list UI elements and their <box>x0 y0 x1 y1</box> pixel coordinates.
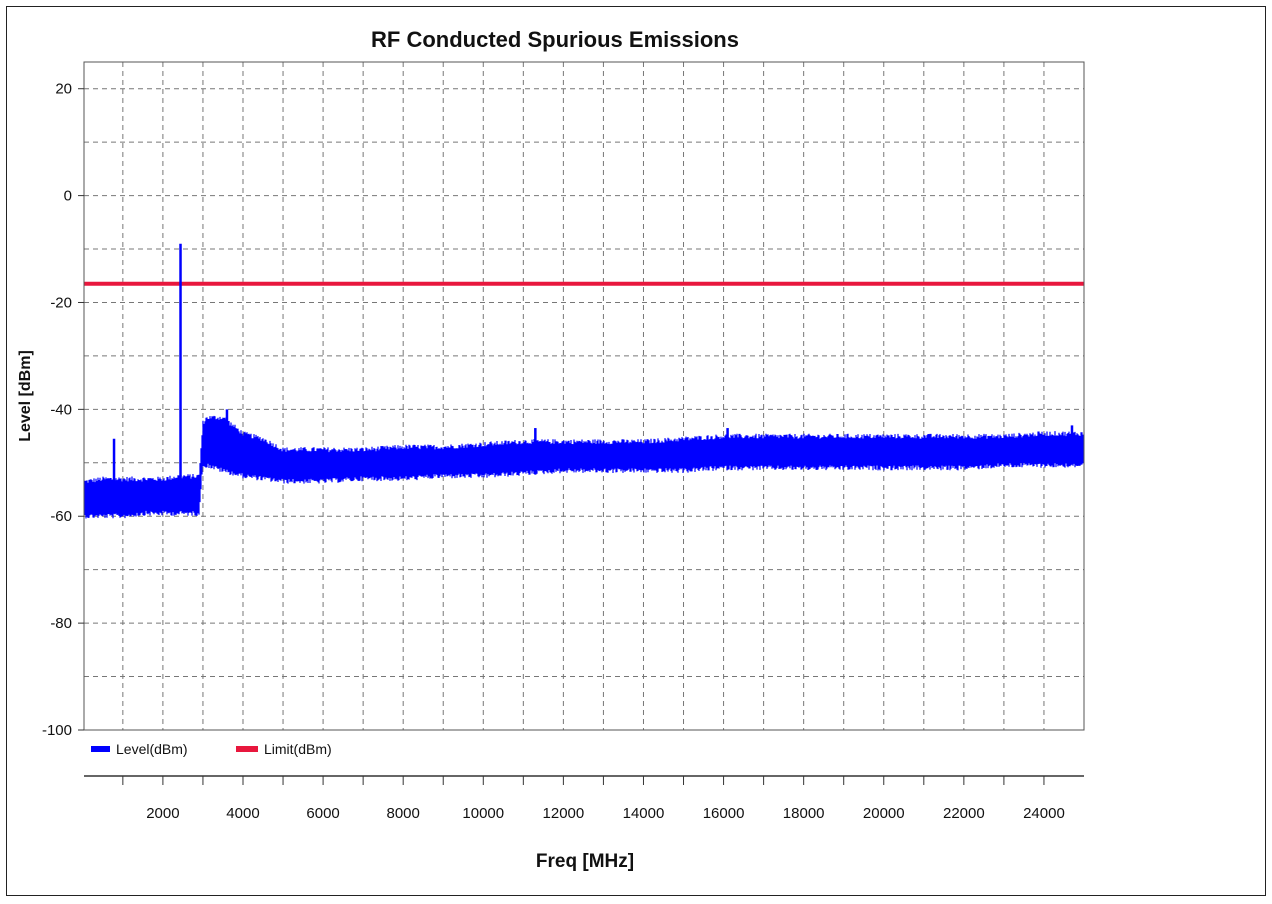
y-tick-label: -60 <box>50 508 72 525</box>
x-tick-label: 6000 <box>306 805 339 822</box>
x-tick-label: 18000 <box>783 805 825 822</box>
y-tick-label: -80 <box>50 615 72 632</box>
x-tick-label: 22000 <box>943 805 985 822</box>
legend-swatch-limit <box>236 746 258 752</box>
x-tick-label: 14000 <box>623 805 665 822</box>
x-tick-label: 2000 <box>146 805 179 822</box>
x-tick-label: 10000 <box>462 805 504 822</box>
y-tick-label: -100 <box>42 722 72 739</box>
y-axis-label: Level [dBm] <box>17 350 34 442</box>
legend-label-level: Level(dBm) <box>116 741 188 757</box>
x-tick-label: 12000 <box>543 805 585 822</box>
y-tick-label: 20 <box>55 81 72 98</box>
plot-area-border <box>83 61 1085 731</box>
grid <box>84 62 1084 730</box>
legend: Level(dBm) Limit(dBm) <box>91 741 332 757</box>
x-tick-label: 4000 <box>226 805 259 822</box>
y-tick-label: -40 <box>50 401 72 418</box>
x-tick-label: 16000 <box>703 805 745 822</box>
y-tick-label: -20 <box>50 294 72 311</box>
legend-swatch-level <box>91 746 110 752</box>
chart-title: RF Conducted Spurious Emissions <box>371 27 739 52</box>
x-tick-label: 24000 <box>1023 805 1065 822</box>
y-tick-label: 0 <box>64 188 72 205</box>
x-tick-label: 20000 <box>863 805 905 822</box>
x-axis: 2000 4000 6000 8000 10000 12000 14000 16000 1800… <box>84 775 1084 822</box>
y-axis-ticks: 20 0 -20 -40 -60 -80 -100 <box>42 81 84 739</box>
legend-label-limit: Limit(dBm) <box>264 741 332 757</box>
x-tick-label: 8000 <box>386 805 419 822</box>
x-axis-label: Freq [MHz] <box>536 851 634 872</box>
level-series <box>84 243 1084 519</box>
level-trace <box>84 415 1084 519</box>
